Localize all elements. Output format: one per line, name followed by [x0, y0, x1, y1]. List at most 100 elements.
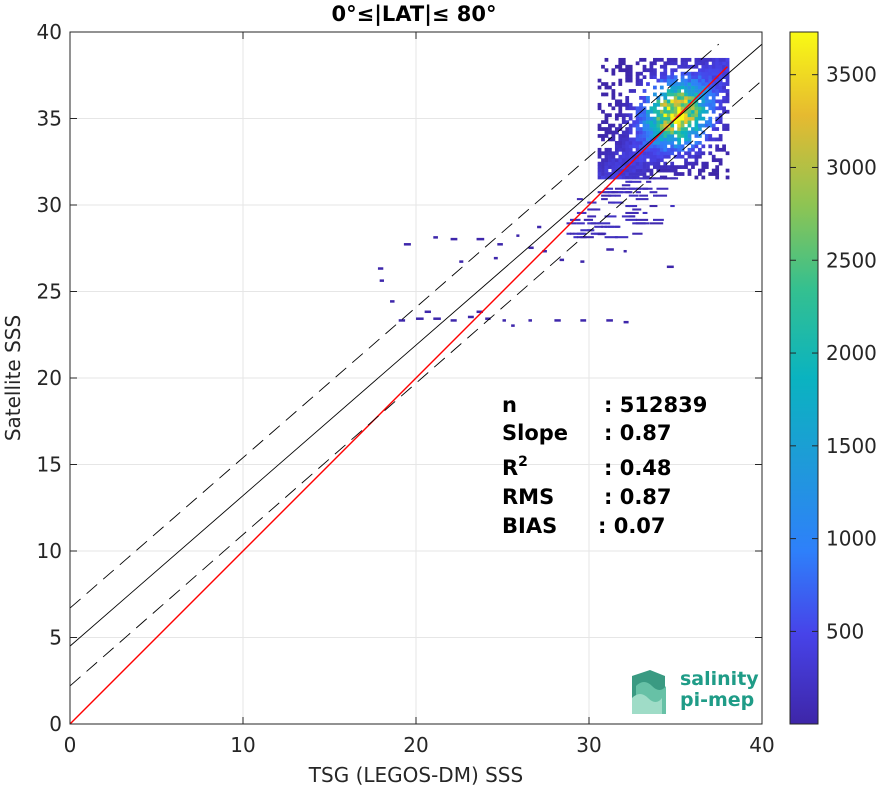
heat-cell: [673, 89, 678, 93]
heat-cell: [704, 64, 709, 69]
heat-cell: [621, 215, 636, 218]
heat-cell: [663, 64, 668, 69]
heat-cell: [653, 218, 664, 221]
y-tick-label: 10: [37, 539, 62, 563]
heat-cell: [597, 168, 602, 173]
heat-cell: [704, 109, 709, 114]
y-axis-label: Satellite SSS: [1, 315, 25, 441]
heat-cell: [694, 61, 699, 66]
colorbar-tick-label: 2500: [826, 248, 877, 272]
heat-cell: [649, 172, 654, 176]
heat-cell: [691, 161, 695, 166]
heat-cell: [601, 165, 605, 169]
heat-cell: [618, 191, 632, 194]
heat-cell: [632, 161, 637, 166]
heat-cell: [649, 151, 654, 156]
heat-cell: [642, 127, 647, 131]
heat-cell: [677, 172, 681, 176]
heat-cell: [666, 154, 671, 159]
heat-cell: [694, 64, 699, 69]
heat-cell: [691, 127, 695, 131]
heat-cell: [566, 232, 572, 235]
heat-cell: [398, 319, 406, 322]
heat-cell: [673, 75, 678, 80]
heat-cell: [628, 130, 633, 135]
logo: salinity pi-mep: [632, 668, 759, 714]
heat-cell: [677, 106, 681, 111]
heat-cell: [708, 134, 713, 138]
heat-cell: [618, 61, 623, 66]
heat-cell: [670, 106, 675, 111]
heat-cell: [691, 113, 695, 118]
heat-cell: [725, 57, 730, 62]
heat-cell: [715, 158, 720, 163]
heat-cell: [677, 92, 681, 97]
stat-row: Slope: 0.87: [502, 421, 672, 445]
heat-cell: [649, 147, 654, 152]
heat-cell: [656, 154, 661, 159]
heat-cell: [722, 82, 726, 86]
heat-cell: [659, 113, 664, 118]
heat-cell: [646, 116, 650, 121]
heat-cell: [659, 75, 664, 80]
heat-cell: [704, 92, 709, 97]
heat-cell: [673, 154, 678, 159]
heat-cell: [666, 57, 671, 62]
heat-cell: [621, 175, 626, 180]
heat-cell: [659, 85, 664, 90]
heat-cell: [614, 236, 629, 239]
heat-cell: [621, 154, 626, 159]
y-tick-label: 0: [49, 712, 62, 736]
heat-cell: [697, 172, 702, 176]
heat-cell: [476, 310, 484, 314]
heat-cell: [625, 205, 631, 208]
heat-cell: [670, 165, 675, 169]
heat-cell: [663, 75, 668, 80]
heat-cell: [684, 109, 688, 114]
heat-cell: [625, 68, 630, 73]
heat-cell: [670, 57, 675, 62]
heat-cell: [653, 61, 657, 66]
heat-cell: [680, 134, 685, 138]
heat-cell: [659, 140, 664, 145]
heat-cell: [691, 85, 695, 90]
heat-cell: [670, 168, 675, 173]
heat-cell: [608, 130, 612, 135]
heat-cell: [528, 246, 534, 250]
heat-cell: [670, 78, 675, 83]
heat-cell: [680, 165, 685, 169]
heat-cell: [611, 71, 616, 76]
heat-cell: [687, 96, 692, 100]
heat-cell: [659, 102, 664, 107]
heat-cell: [635, 218, 649, 221]
stat-value: : 0.48: [604, 456, 672, 480]
heat-cell: [659, 165, 664, 169]
heat-cell: [718, 64, 723, 69]
heat-cell: [725, 109, 730, 114]
y-tick-label: 30: [37, 193, 62, 217]
heat-cell: [653, 102, 657, 107]
heat-cell: [649, 168, 654, 173]
heat-cell: [684, 85, 688, 90]
heat-cell: [670, 113, 675, 118]
heat-cell: [701, 116, 706, 121]
heat-cell: [625, 172, 630, 176]
heat-cell: [646, 168, 650, 173]
heat-cell: [673, 68, 678, 73]
heat-cell: [694, 151, 699, 156]
heat-cell: [725, 75, 730, 80]
heat-cell: [663, 140, 668, 145]
heat-cell: [680, 78, 685, 83]
heat-cell: [691, 102, 695, 107]
heat-cell: [684, 57, 688, 62]
heat-cell: [711, 137, 716, 142]
heat-cell: [663, 99, 668, 104]
heat-cell: [697, 113, 702, 118]
heat-cell: [701, 64, 706, 69]
heat-cell: [653, 154, 657, 159]
heat-cell: [687, 71, 692, 76]
heat-cell: [618, 78, 623, 83]
heat-cell: [701, 130, 706, 135]
heat-cell: [677, 82, 681, 86]
